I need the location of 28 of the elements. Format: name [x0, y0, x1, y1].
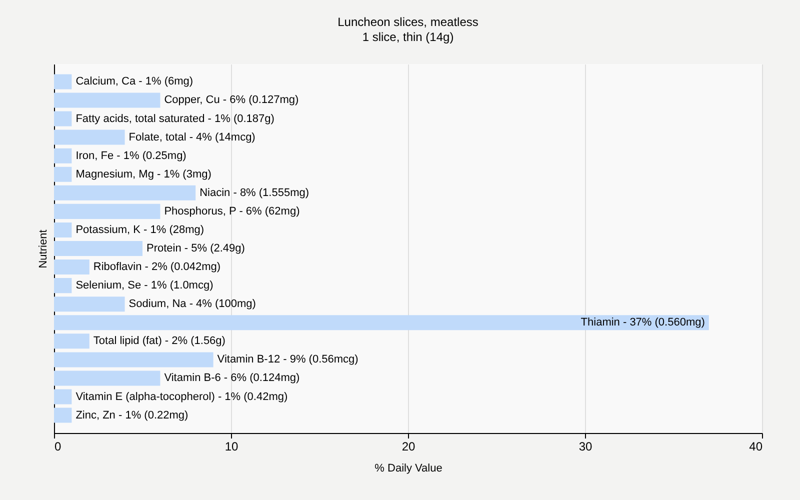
y-tick-label: Riboflavin - 2% (0.042mg): [93, 261, 221, 274]
x-tick-label: 10: [224, 440, 238, 454]
chart-subtitle: 1 slice, thin (14g): [362, 30, 454, 44]
y-tick-label: Copper, Cu - 6% (0.127mg): [164, 94, 299, 106]
y-tick-label: Zinc, Zn - 1% (0.22mg): [76, 409, 188, 422]
x-tick-label: 40: [749, 440, 763, 454]
y-tick-label: Fatty acids, total saturated - 1% (0.187g): [76, 112, 274, 125]
y-axis-title: Nutrient: [38, 230, 50, 268]
y-tick-label: Protein - 5% (2.49g): [146, 242, 245, 254]
chart-title: Luncheon slices, meatless: [338, 15, 478, 29]
y-tick-label: Vitamin E (alpha-tocopherol) - 1% (0.42mg): [76, 390, 288, 403]
y-tick-label: Selenium, Se - 1% (1.0mcg): [76, 280, 214, 292]
y-tick-label: Sodium, Na - 4% (100mg): [128, 298, 256, 310]
y-tick-label: Potassium, K - 1% (28mg): [76, 224, 204, 236]
y-tick-label: Thiamin - 37% (0.560mg): [580, 316, 705, 329]
y-tick-label: Vitamin B-12 - 9% (0.56mcg): [217, 354, 358, 366]
y-tick-label: Phosphorus, P - 6% (62mg): [164, 205, 300, 218]
y-tick-label: Vitamin B-6 - 6% (0.124mg): [164, 372, 300, 384]
y-tick-label: Magnesium, Mg - 1% (3mg): [76, 168, 212, 180]
y-tick-label: Folate, total - 4% (14mcg): [128, 131, 256, 144]
y-tick-label: Niacin - 8% (1.555mg): [200, 186, 310, 199]
y-tick-label: Total lipid (fat) - 2% (1.56g): [93, 335, 226, 348]
x-axis-title: % Daily Value: [374, 462, 442, 474]
y-tick-label: Iron, Fe - 1% (0.25mg): [76, 150, 186, 162]
x-tick-label: 20: [402, 440, 416, 454]
x-tick-label: 30: [578, 440, 592, 454]
x-tick-label: 0: [54, 440, 62, 454]
y-tick-label: Calcium, Ca - 1% (6mg): [76, 76, 194, 88]
